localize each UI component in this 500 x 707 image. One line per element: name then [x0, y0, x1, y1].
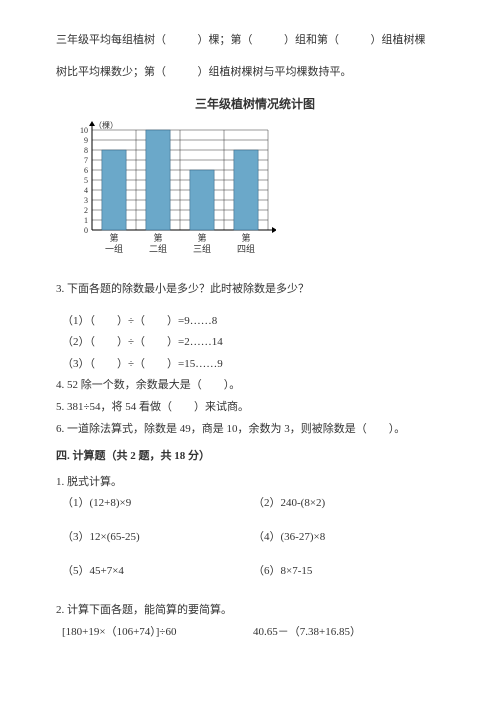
q4: 4. 52 除一个数，余数最大是（ ）。 — [56, 377, 444, 395]
sec4-p1-title: 1. 脱式计算。 — [56, 474, 444, 492]
q2-line1: 三年级平均每组植树（ ）棵；第（ ）组和第（ ）组植树棵 — [56, 32, 444, 50]
svg-text:5: 5 — [84, 176, 88, 185]
bar-chart: 012345678910（棵）第一组第二组第三组第四组 — [66, 118, 276, 258]
q2-l2-a: 树比平均棵数少；第（ — [56, 66, 166, 78]
calc-cell: （5）45+7×4 — [62, 563, 253, 581]
svg-text:一组: 一组 — [105, 243, 123, 254]
calc-cell: （3）12×(65-25) — [62, 529, 253, 547]
q6: 6. 一道除法算式，除数是 49，商是 10，余数为 3，则被除数是（ ）。 — [56, 421, 444, 439]
q2-l1-b: ）棵；第（ — [198, 34, 253, 46]
q2-l1-d: ）组植树棵 — [371, 34, 426, 46]
calc-row: [180+19×（106+74）]÷6040.65－（7.38+16.85） — [62, 624, 444, 642]
svg-text:0: 0 — [84, 226, 88, 235]
sec4-p1-rows: （1）(12+8)×9（2）240-(8×2)（3）12×(65-25)（4）(… — [56, 495, 444, 592]
calc-cell: 40.65－（7.38+16.85） — [253, 624, 444, 642]
q2-l2-b: ）组植树棵树与平均棵数持平。 — [198, 66, 352, 78]
calc-cell: （1）(12+8)×9 — [62, 495, 253, 513]
svg-text:6: 6 — [84, 166, 88, 175]
q5: 5. 381÷54，将 54 看做（ ）来试商。 — [56, 399, 444, 417]
svg-text:（棵）: （棵） — [94, 120, 118, 130]
svg-text:三组: 三组 — [193, 243, 211, 254]
svg-text:8: 8 — [84, 146, 88, 155]
sec4-p2-rows: [180+19×（106+74）]÷6040.65－（7.38+16.85） — [56, 624, 444, 654]
calc-cell: （4）(36-27)×8 — [253, 529, 444, 547]
svg-text:4: 4 — [84, 186, 88, 195]
q3-prompt: 3. 下面各题的除数最小是多少？此时被除数是多少？ — [56, 281, 444, 299]
blank — [257, 32, 279, 50]
q2-l1-c: ）组和第（ — [284, 34, 339, 46]
blank — [171, 32, 193, 50]
sec4-heading: 四. 计算题（共 2 题，共 18 分） — [56, 448, 444, 466]
blank — [171, 64, 193, 82]
q3-item: （1）（ ）÷（ ）=9……8 — [56, 313, 444, 331]
svg-text:7: 7 — [84, 156, 88, 165]
calc-row: （3）12×(65-25)（4）(36-27)×8 — [62, 529, 444, 547]
svg-text:二组: 二组 — [149, 243, 167, 254]
sec4-p2-title: 2. 计算下面各题，能简算的要简算。 — [56, 602, 444, 620]
chart-title: 三年级植树情况统计图 — [66, 95, 444, 114]
svg-text:四组: 四组 — [237, 243, 255, 254]
q3-item: （2）（ ）÷（ ）=2……14 — [56, 334, 444, 352]
svg-text:第: 第 — [241, 232, 250, 243]
svg-text:10: 10 — [80, 126, 88, 135]
calc-cell: [180+19×（106+74）]÷60 — [62, 624, 253, 642]
svg-text:第: 第 — [109, 232, 118, 243]
calc-row: （5）45+7×4（6）8×7-15 — [62, 563, 444, 581]
q2-line2: 树比平均棵数少；第（ ）组植树棵树与平均棵数持平。 — [56, 64, 444, 82]
q3-item: （3）（ ）÷（ ）=15……9 — [56, 356, 444, 374]
svg-text:第: 第 — [197, 232, 206, 243]
chart-container: 三年级植树情况统计图 012345678910（棵）第一组第二组第三组第四组 — [66, 95, 444, 265]
svg-text:第: 第 — [153, 232, 162, 243]
svg-text:1: 1 — [84, 216, 88, 225]
calc-cell: （2）240-(8×2) — [253, 495, 444, 513]
q2-l1-a: 三年级平均每组植树（ — [56, 34, 166, 46]
svg-text:3: 3 — [84, 196, 88, 205]
calc-row: （1）(12+8)×9（2）240-(8×2) — [62, 495, 444, 513]
svg-text:2: 2 — [84, 206, 88, 215]
blank — [344, 32, 366, 50]
calc-cell: （6）8×7-15 — [253, 563, 444, 581]
q3-items: （1）（ ）÷（ ）=9……8 （2）（ ）÷（ ）=2……14 （3）（ ）÷（ … — [56, 313, 444, 374]
svg-text:9: 9 — [84, 136, 88, 145]
